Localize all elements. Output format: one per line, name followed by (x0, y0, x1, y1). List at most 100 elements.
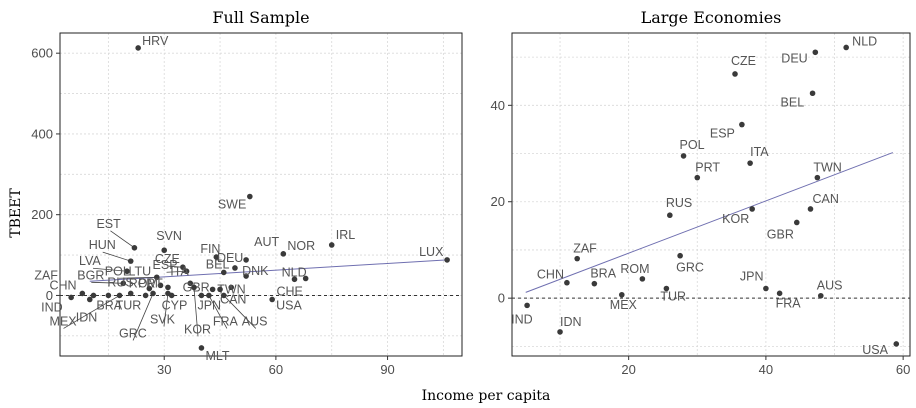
grid (60, 33, 462, 356)
label-leader (91, 281, 124, 284)
point-chn (564, 279, 570, 286)
point-label-mex: MEX (50, 314, 78, 328)
point-fin (213, 254, 220, 260)
y-tick-label: 0 (498, 291, 505, 306)
y-tick-label: 600 (31, 46, 53, 61)
point-can (217, 286, 223, 293)
point-bra (105, 292, 112, 299)
point-label-esp: ESP (153, 258, 178, 272)
x-tick-label: 60 (269, 362, 283, 377)
point-label-kor: KOR (184, 322, 211, 336)
point-label-rom: ROM (129, 276, 158, 290)
point-label-dnk: DNK (242, 264, 269, 278)
point-idn (557, 329, 563, 335)
label-leader (63, 295, 120, 329)
point-label-fra: FRA (213, 314, 239, 328)
point-label-prt: PRT (138, 276, 163, 290)
point-grc (150, 290, 156, 297)
point-label-hrv: HRV (142, 34, 169, 48)
label-leader (110, 230, 135, 249)
point-label-fin: FIN (200, 242, 220, 256)
label-leader (223, 295, 257, 329)
point-label-rus: RUS (666, 196, 692, 210)
point-ind (524, 302, 530, 309)
point-cze (180, 264, 186, 270)
grid (512, 33, 910, 356)
point-zaf (79, 290, 86, 297)
point-tur (663, 285, 670, 292)
x-tick-label: 60 (896, 362, 910, 377)
point-label-bel: BEL (206, 257, 230, 271)
point-bra (591, 280, 598, 287)
label-leader (92, 267, 128, 272)
point-label-ltu: LTU (129, 264, 152, 278)
point-nld (843, 44, 849, 51)
point-label-jpn: JPN (197, 298, 221, 312)
y-tick-label: 40 (491, 98, 505, 113)
point-label-nld: NLD (852, 34, 877, 48)
point-label-deu: DEU (217, 251, 243, 265)
point-label-usa: USA (862, 343, 888, 357)
point-aus (817, 292, 824, 299)
panel-title-large-economies: Large Economies (641, 8, 782, 27)
point-label-lux: LUX (419, 245, 444, 259)
fit-line (525, 152, 894, 293)
y-tick-label: 200 (31, 207, 53, 222)
y-tick-label: 20 (491, 194, 505, 209)
point-label-gbr: GBR (767, 227, 794, 241)
point-deu (812, 49, 819, 56)
label-leader (208, 295, 228, 329)
point-label-chn: CHN (50, 278, 77, 292)
point-aus (220, 292, 227, 299)
point-label-idn: IDN (76, 310, 98, 324)
x-tick-label: 20 (621, 362, 635, 377)
point-label-swe: SWE (218, 198, 246, 212)
point-mex (618, 291, 625, 298)
point-label-ita: ITA (170, 264, 189, 278)
label-leader (163, 293, 169, 327)
point-label-bgr: BGR (77, 268, 104, 282)
point-dnk (243, 273, 249, 279)
point-label-cze: CZE (731, 54, 756, 68)
point-rom (639, 276, 646, 282)
point-est (131, 244, 138, 251)
point-grc (677, 252, 683, 259)
point-esp (183, 268, 190, 275)
label-leader (102, 251, 131, 262)
point-label-irl: IRL (336, 228, 356, 242)
point-label-esp: ESP (710, 127, 735, 141)
point-rus (146, 285, 153, 292)
point-pol (680, 153, 687, 159)
panel-full-sample: Full Sample 30 60 90 0 200 400 600 HRV SWE LUX IRL N… (31, 8, 463, 377)
point-zaf (574, 255, 580, 262)
point-usa (893, 341, 900, 347)
panel-title-full-sample: Full Sample (212, 8, 309, 27)
plot-border (511, 32, 911, 357)
point-ltu (157, 282, 164, 289)
point-twn (814, 174, 821, 181)
point-label-prt: PRT (695, 161, 720, 175)
point-label-chn: CHN (537, 268, 564, 282)
point-label-jpn: JPN (740, 270, 764, 284)
point-label-kor: KOR (722, 212, 749, 226)
point-label-aus: AUS (817, 279, 843, 293)
y-axis-label: TBEET (8, 188, 24, 238)
point-label-rom: ROM (620, 262, 649, 276)
point-label-che: CHE (277, 284, 303, 298)
point-chn (90, 292, 97, 299)
point-label-ind: IND (41, 300, 63, 314)
point-label-aus: AUS (242, 314, 268, 328)
point-label-nor: NOR (287, 239, 315, 253)
point-lux (444, 257, 450, 263)
point-prt (165, 284, 171, 291)
point-label-twn: TWN (813, 161, 841, 175)
point-che (291, 276, 298, 283)
point-label-bra: BRA (96, 298, 122, 312)
point-rom (127, 290, 134, 297)
point-jpn (763, 285, 769, 292)
point-irl (328, 242, 335, 248)
point-can (807, 206, 814, 212)
point-kor (191, 284, 197, 291)
point-esp (739, 121, 745, 128)
point-label-can: CAN (220, 292, 246, 306)
